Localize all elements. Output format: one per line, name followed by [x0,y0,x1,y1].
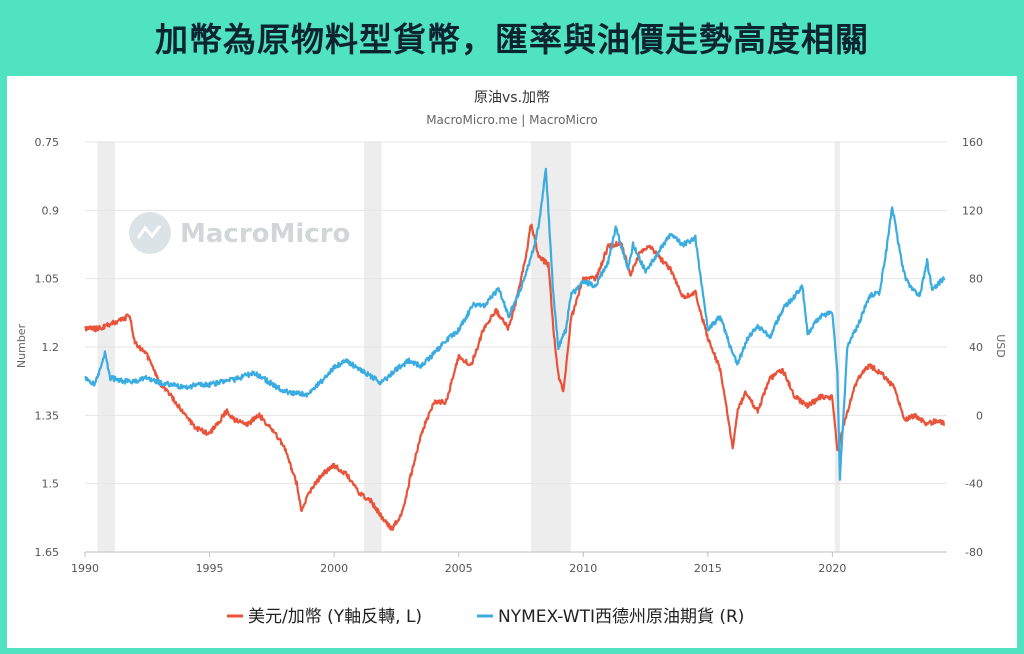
watermark: MacroMicro [129,212,350,254]
chart-title: 原油vs.加幣 [474,90,550,106]
gridlines [85,141,947,553]
series-lines [84,167,946,531]
x-tick-label: 2005 [445,562,473,575]
left-tick-label: 0.9 [42,204,60,217]
left-tick-label: 1.2 [42,341,60,354]
right-tick-label: 0 [976,409,983,422]
right-tick-label: -40 [965,478,983,491]
right-tick-label: 160 [962,136,983,149]
x-tick-label: 2015 [694,562,722,575]
watermark-text: MacroMicro [180,219,350,249]
x-tick-label: 1995 [196,562,224,575]
left-tick-label: 1.35 [35,409,60,422]
left-tick-label: 1.5 [42,478,60,491]
right-axis-title: USD [994,334,1007,358]
left-tick-label: 1.65 [35,546,60,559]
banner-title: 加幣為原物料型貨幣，匯率與油價走勢高度相關 [155,20,869,59]
chart-subtitle: MacroMicro.me | MacroMicro [426,113,598,127]
series-line-wti [84,167,946,481]
chart-card: MacroMicro 原油vs.加幣 MacroMicro.me | Macro… [7,76,1017,648]
x-tick-label: 2020 [818,562,846,575]
legend-label-wti: NYMEX-WTI西德州原油期貨 (R) [498,607,744,627]
right-axis-ticks: 160 120 80 40 0 -40 -80 [962,136,983,559]
legend-item-wti[interactable]: NYMEX-WTI西德州原油期貨 (R) [477,607,744,627]
left-axis-title: Number [15,323,28,368]
legend-item-usdcad[interactable]: 美元/加幣 (Y軸反轉, L) [227,607,422,627]
left-tick-label: 0.75 [35,136,60,149]
x-tick-label: 2010 [569,562,597,575]
right-tick-label: 40 [969,341,983,354]
legend-label-usdcad: 美元/加幣 (Y軸反轉, L) [248,607,422,627]
watermark-logo-mark [136,225,162,239]
chart-svg: MacroMicro 原油vs.加幣 MacroMicro.me | Macro… [15,90,1007,627]
x-axis-ticks: 1990 1995 2000 2005 2010 2015 2020 [71,552,846,575]
right-tick-label: 80 [969,273,983,286]
right-tick-label: -80 [965,546,983,559]
left-axis-ticks: 0.75 0.9 1.05 1.2 1.35 1.5 1.65 [35,136,60,559]
legend: 美元/加幣 (Y軸反轉, L) NYMEX-WTI西德州原油期貨 (R) [227,607,744,627]
x-tick-label: 2000 [320,562,348,575]
right-tick-label: 120 [962,204,983,217]
x-tick-label: 1990 [71,562,99,575]
left-tick-label: 1.05 [35,273,60,286]
